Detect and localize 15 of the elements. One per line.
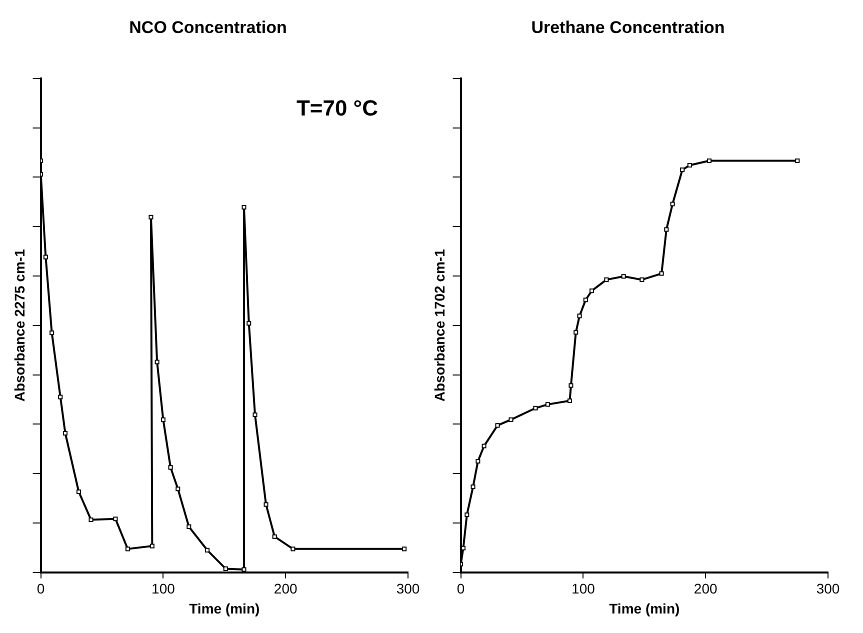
x-tick-label: 100 <box>152 580 176 597</box>
x-tick-label: 300 <box>396 580 420 597</box>
chart-title: NCO Concentration <box>129 18 287 37</box>
x-tick-label: 200 <box>694 580 718 597</box>
y-axis-title: Absorbance 1702 cm-1 <box>431 248 448 402</box>
x-tick-label: 100 <box>572 580 596 597</box>
x-tick-label: 300 <box>816 580 840 597</box>
y-axis-title: Absorbance 2275 cm-1 <box>11 248 28 402</box>
x-tick-label: 200 <box>274 580 298 597</box>
x-tick-label: 0 <box>456 580 465 597</box>
text: T=70 °C <box>296 95 378 120</box>
x-tick-label: 0 <box>36 580 45 597</box>
x-axis-title: Time (min) <box>609 600 680 616</box>
chart-title: Urethane Concentration <box>531 18 725 37</box>
x-axis-title: Time (min) <box>189 600 260 616</box>
